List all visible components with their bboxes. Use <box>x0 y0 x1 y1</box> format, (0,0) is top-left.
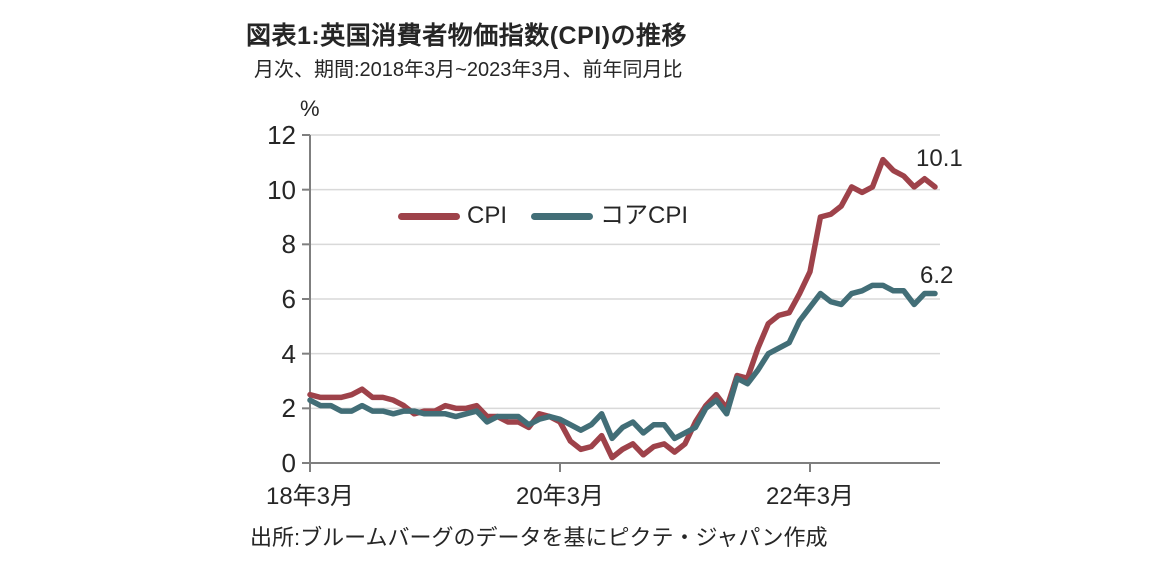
chart-title: 図表1:英国消費者物価指数(CPI)の推移 <box>246 22 688 50</box>
cpi-end-value-label: 10.1 <box>916 145 963 172</box>
y-tick-label: 8 <box>281 229 296 260</box>
x-tick-label: 18年3月 <box>265 483 355 510</box>
legend-label-cpi: CPI <box>467 202 508 229</box>
legend-item-cpi: CPI <box>398 202 507 230</box>
x-tick-label: 20年3月 <box>515 483 605 510</box>
y-axis-unit-label: % <box>300 96 320 121</box>
x-tick-label: 22年3月 <box>765 483 855 510</box>
legend-item-core-cpi: コアCPI <box>531 202 688 230</box>
y-tick-label: 10 <box>267 174 296 205</box>
y-tick-label: 6 <box>281 284 296 314</box>
chart-subtitle: 月次、期間:2018年3月~2023年3月、前年同月比 <box>254 59 683 81</box>
y-tick-label: 4 <box>281 338 296 369</box>
core-cpi-line <box>307 282 938 442</box>
core-cpi-end-value-label: 6.2 <box>920 262 954 289</box>
y-tick-label: 12 <box>267 120 296 150</box>
cpi-line-swatch <box>398 212 460 220</box>
y-tick-label: 2 <box>281 393 296 424</box>
legend-label-core-cpi: コアCPI <box>600 202 689 229</box>
legend: CPI コアCPI <box>398 202 688 230</box>
core-cpi-line-swatch <box>531 212 594 220</box>
source-note: 出所:ブルームバーグのデータを基にピクテ・ジャパン作成 <box>250 525 828 550</box>
y-tick-label: 0 <box>281 448 296 478</box>
